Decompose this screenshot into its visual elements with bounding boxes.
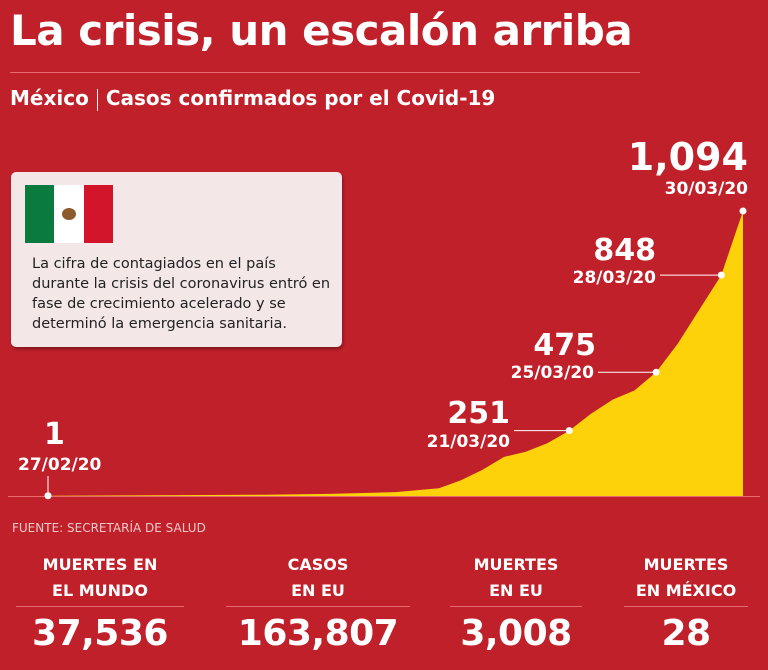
info-box: La cifra de contagiados en el país duran… (11, 172, 342, 347)
stat-deaths-world: MUERTES EN EL MUNDO 37,536 (16, 552, 184, 654)
info-text: La cifra de contagiados en el país duran… (32, 256, 331, 332)
subtitle-separator (96, 88, 98, 111)
data-label-date: 28/03/20 (573, 268, 657, 288)
stat-deaths-us: MUERTES EN EU 3,008 (450, 552, 582, 654)
data-point (652, 368, 660, 376)
data-label-date: 21/03/20 (427, 432, 511, 452)
series-label: Casos confirmados por el Covid-19 (105, 86, 496, 110)
stat-value: 163,807 (237, 613, 399, 654)
data-label-value: 848 (593, 233, 656, 268)
data-point (739, 207, 747, 215)
mexico-flag-icon (25, 185, 113, 243)
stat-value: 3,008 (460, 613, 572, 654)
stat-label: CASOS EN EU (287, 555, 349, 600)
source-note: FUENTE: SECRETARÍA DE SALUD (12, 521, 206, 535)
stat-label: MUERTES EN EU (473, 555, 559, 600)
chart-title: La crisis, un escalón arriba (10, 6, 633, 55)
country-label: México (10, 86, 89, 110)
data-point (717, 271, 725, 279)
stat-label: MUERTES EN EL MUNDO (42, 555, 158, 600)
stat-deaths-mexico: MUERTES EN MÉXICO 28 (624, 552, 748, 654)
data-point (565, 427, 573, 435)
title-divider (10, 72, 640, 73)
stat-label: MUERTES EN MÉXICO (635, 555, 737, 600)
cases-area (48, 211, 743, 496)
data-label-date: 30/03/20 (665, 179, 749, 199)
data-label-value: 1 (44, 417, 65, 452)
data-label-value: 1,094 (628, 135, 748, 179)
stat-value: 37,536 (32, 613, 168, 654)
stat-cases-us: CASOS EN EU 163,807 (226, 552, 410, 654)
data-label-value: 251 (447, 396, 510, 431)
data-label-date: 27/02/20 (18, 455, 102, 475)
data-label-date: 25/03/20 (511, 363, 595, 383)
stat-value: 28 (661, 613, 711, 654)
chart-subtitle: México Casos confirmados por el Covid-19 (10, 86, 495, 111)
data-point (44, 492, 52, 500)
data-label-value: 475 (533, 328, 596, 363)
